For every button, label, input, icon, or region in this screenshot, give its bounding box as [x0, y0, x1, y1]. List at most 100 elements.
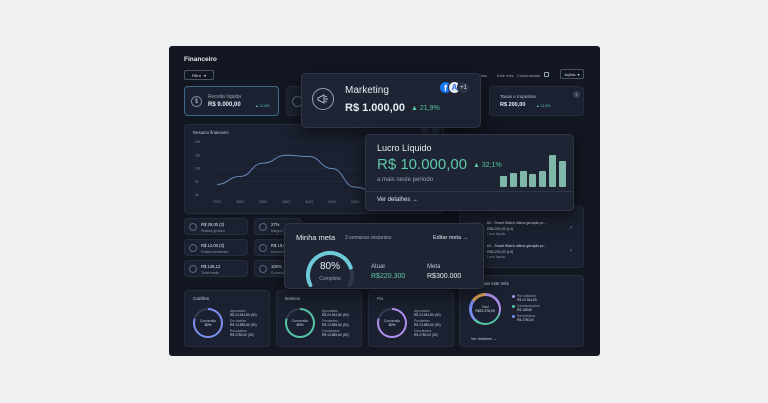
- meta-gauge: [306, 251, 354, 287]
- stat-value: R$ 12,00 (3): [201, 243, 225, 248]
- adicionais-row-label: Por cadastro: [517, 294, 536, 298]
- stat-label: Margem: [271, 228, 283, 233]
- x-tick-label: 02/04: [351, 200, 359, 204]
- adicionais-center-value: R$22.376,09: [475, 309, 495, 313]
- edit-meta-link[interactable]: Editar meta →: [433, 235, 469, 241]
- payment-card-boletos[interactable]: Boletos Conversão 80% Aprovados R$ 24.944,80…: [276, 290, 362, 347]
- gauge-fill: [306, 251, 353, 287]
- lucro-bar: [539, 171, 547, 187]
- marketing-value: R$ 1.000,00: [345, 102, 405, 114]
- marketing-card[interactable]: Marketing R$ 1.000,00 ▲ 21,9% f A +1: [301, 73, 481, 128]
- stat-label: Pedidos gerados: [201, 228, 225, 233]
- payment-row-label: Pendentes: [322, 319, 338, 323]
- payment-row-value: R$ 13.855,80 (30): [322, 333, 349, 337]
- adicionais-details-link[interactable]: Ver detalhes →: [471, 337, 497, 341]
- lucro-liquido-card[interactable]: Lucro Líquido R$ 10.000,00 ▲ 32,1% a mai…: [365, 134, 574, 211]
- payment-card-pix[interactable]: Pix Conversão 80% Aprovados R$ 24.944,80 (30…: [368, 290, 454, 347]
- y-tick-label: 0k: [195, 193, 199, 197]
- adicionais-row-value: R$ 2780,00: [517, 318, 535, 322]
- lucro-title: Lucro Líquido: [377, 143, 432, 153]
- product-label: Lucro líquido: [487, 255, 506, 259]
- stat-icon: [189, 223, 197, 231]
- lucro-details-link[interactable]: Ver detalhes →: [377, 197, 419, 203]
- payment-row-value: R$ 24.944,80 (30): [230, 313, 257, 317]
- lucro-bar: [519, 171, 527, 187]
- filter-button[interactable]: Filtro ▾: [184, 70, 214, 80]
- product-label: Lucro líquido: [487, 232, 506, 236]
- stat-icon: [259, 244, 267, 252]
- payment-title: Pix: [377, 296, 384, 301]
- actions-button[interactable]: Ações ▾: [560, 69, 584, 79]
- payment-row-label: Aprovados: [230, 309, 246, 313]
- payment-row-label: Em análise: [230, 319, 247, 323]
- payment-donut: Conversão 80%: [285, 308, 315, 338]
- minha-meta-card[interactable]: Minha meta 3 semanas restantes Editar me…: [284, 223, 484, 289]
- stat-icon: [189, 244, 197, 252]
- kpi-receita-label: Receita líquida: [208, 94, 242, 100]
- period-custom[interactable]: Customizado: [517, 73, 541, 78]
- chevron-right-icon[interactable]: ›: [570, 248, 572, 254]
- stat-card[interactable]: R$ 29,00 (3) Pedidos gerados: [184, 218, 248, 235]
- adicionais-donut: Total R$22.376,09: [469, 293, 501, 325]
- stat-label: Descontos: [271, 249, 287, 254]
- payment-card-cartões[interactable]: Cartões Conversão 80% Aprovados R$ 24.944,80…: [184, 290, 270, 347]
- chevron-right-icon[interactable]: ›: [570, 225, 572, 231]
- more-channels-badge: +1: [457, 81, 470, 94]
- info-icon[interactable]: i: [573, 91, 580, 98]
- filter-label: Filtro: [192, 72, 201, 78]
- payment-row-label: Aprovados: [322, 309, 338, 313]
- chevron-down-icon: ▾: [577, 71, 580, 77]
- legend-dot: [512, 305, 515, 308]
- kpi-taxas-card[interactable]: Taxas e Impostos R$ 200,00 ▲ 21,8% i: [489, 86, 584, 116]
- payment-center-label: Conversão: [383, 318, 401, 323]
- meta-complete-label: Completa: [319, 276, 341, 282]
- stat-icon: [259, 265, 267, 273]
- payment-row-value: R$ 13.855,80 (30): [230, 323, 257, 327]
- calendar-icon[interactable]: [544, 72, 549, 77]
- lucro-delta: ▲ 32,1%: [473, 162, 502, 169]
- payment-center-value: 80%: [204, 323, 212, 327]
- stat-value: R$ 18,00: [271, 243, 288, 248]
- meta-meta-label: Meta: [427, 264, 441, 270]
- kpi-receita-card[interactable]: $ Receita líquida R$ 9.000,00 ▲ 21,8%: [184, 86, 279, 116]
- lucro-bar: [509, 172, 517, 187]
- product-value: R$6.200,20 (14): [487, 227, 513, 231]
- adicionais-title: adicionais este mês: [471, 281, 509, 286]
- x-tick-label: 28/03: [236, 200, 244, 204]
- legend-dot: [512, 315, 515, 318]
- kpi-taxas-value: R$ 200,00: [500, 102, 526, 108]
- period-this-month[interactable]: Este mês: [497, 73, 514, 78]
- meta-atual-label: Atual: [371, 264, 385, 270]
- y-tick-label: 5k: [195, 180, 199, 184]
- adicionais-row-value: R$ 188,80: [517, 308, 533, 312]
- stat-label: Ticket médio: [201, 270, 219, 275]
- payment-row-value: R$ 13.855,80 (30): [322, 323, 349, 327]
- stat-card[interactable]: R$ 12,00 (3) Pedidos pendentes: [184, 239, 248, 256]
- adicionais-card: adicionais este mês Total R$22.376,09 Po…: [459, 275, 584, 347]
- resumo-title: Resumo financeiro: [193, 130, 229, 135]
- lucro-bar: [549, 155, 556, 187]
- y-tick-label: 10k: [195, 167, 201, 171]
- payment-row-label: Cancelados: [414, 329, 432, 333]
- actions-label: Ações: [564, 71, 576, 77]
- divider: [366, 191, 573, 192]
- stat-card[interactable]: R$ 125,12 Ticket médio: [184, 260, 248, 277]
- kpi-receita-delta: ▲ 21,8%: [255, 103, 270, 108]
- legend-dot: [512, 295, 515, 298]
- payment-row-value: R$ 13.855,80 (30): [414, 323, 441, 327]
- meta-percent: 80%: [319, 261, 340, 272]
- chart-toggle-icon[interactable]: [421, 127, 428, 133]
- payment-donut: Conversão 80%: [377, 308, 407, 338]
- meta-title: Minha meta: [296, 233, 336, 242]
- payment-center-value: 80%: [296, 323, 304, 327]
- payment-center-value: 80%: [388, 323, 396, 327]
- lucro-value: R$ 10.000,00: [377, 156, 468, 173]
- period-days[interactable]: Dias: [479, 73, 488, 78]
- payment-row-label: Aprovados: [414, 309, 430, 313]
- x-tick-label: 29/03: [259, 200, 267, 204]
- chart-expand-icon[interactable]: [432, 127, 439, 133]
- stat-icon: [189, 265, 197, 273]
- lucro-bar: [500, 175, 507, 187]
- payment-title: Boletos: [285, 296, 301, 301]
- lucro-subtitle: a mais neste período: [377, 177, 434, 183]
